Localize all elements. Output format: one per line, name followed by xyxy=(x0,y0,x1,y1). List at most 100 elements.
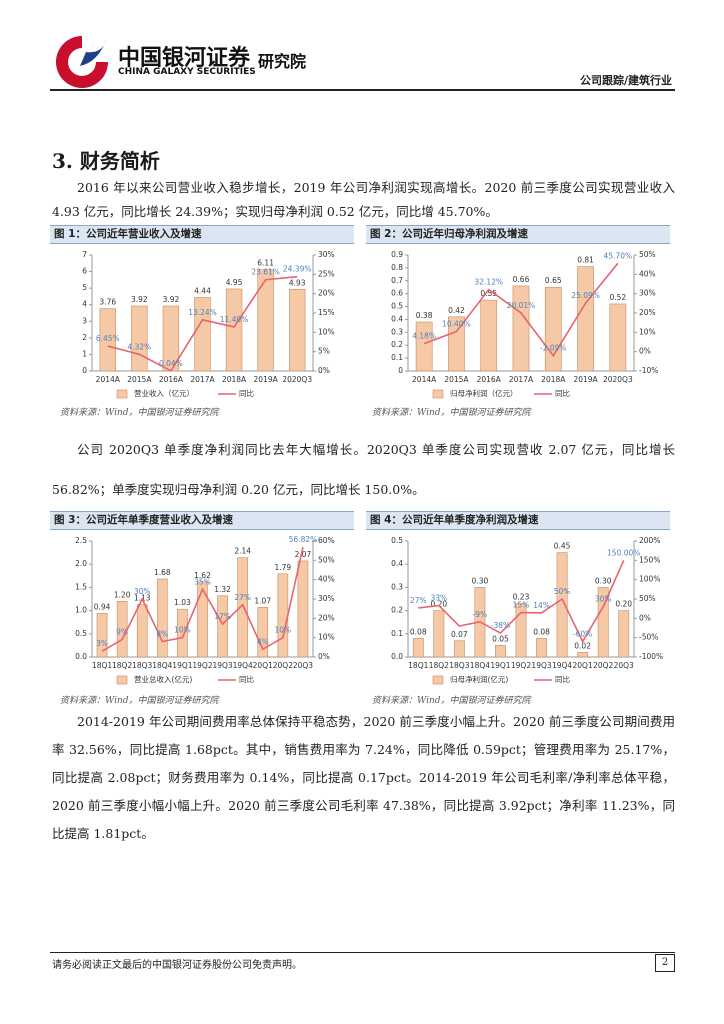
x-tick-label: 19Q1 xyxy=(490,661,510,670)
tick-label: 0.8 xyxy=(391,263,403,272)
x-tick-label: 2018A xyxy=(541,375,566,384)
x-tick-label: 18Q3 xyxy=(449,661,469,670)
legend-label: 归母净利润（亿元） xyxy=(450,388,518,398)
tick-label: 0.0 xyxy=(391,652,403,661)
line-label: 11.40% xyxy=(220,315,249,324)
tick-label: 0.3 xyxy=(391,327,403,336)
legend-label: 营业总收入(亿元) xyxy=(134,674,192,684)
line-label: 4.32% xyxy=(127,342,151,351)
bar xyxy=(415,321,433,372)
line-label: 6.45% xyxy=(96,334,120,343)
line-label: 27% xyxy=(410,596,427,605)
tick-label: 40% xyxy=(318,575,335,584)
tick-label: 6 xyxy=(82,267,87,276)
line-label: 45.70% xyxy=(604,251,633,260)
tick-label: 150% xyxy=(639,555,660,564)
x-tick-label: 2019A xyxy=(254,375,279,384)
bar-label: 0.52 xyxy=(610,293,627,302)
line-label: 17% xyxy=(214,612,231,621)
x-tick-label: 19Q2 xyxy=(511,661,531,670)
x-tick-label: 18Q3 xyxy=(132,661,152,670)
bar xyxy=(448,316,465,372)
tick-label: 0 xyxy=(398,366,403,375)
tick-label: 20% xyxy=(318,289,335,298)
source: 资料来源：Wind，中国银河证券研究院 xyxy=(372,696,531,706)
chart: 0 1 2 3 4 5 6 7 0% 5% 10% 15% 20% 25% 30% 2014A 2015A 201… xyxy=(82,250,335,399)
page-number: 2 xyxy=(655,954,675,972)
source: 资料来源：Wind，中国银河证券研究院 xyxy=(60,408,219,418)
bar-label: 1.20 xyxy=(114,590,131,599)
tick-label: 40% xyxy=(639,269,656,278)
bar-label: 0.81 xyxy=(577,256,594,265)
tick-label: 30% xyxy=(318,250,335,259)
x-tick-label: 20Q2 xyxy=(273,661,293,670)
line xyxy=(107,275,298,372)
logo-mark xyxy=(56,36,108,88)
legend-swatch xyxy=(116,389,128,399)
tick-label: 50% xyxy=(639,594,656,603)
line-label: 20.01% xyxy=(507,301,536,310)
bar xyxy=(618,610,630,658)
bar-label: 1.68 xyxy=(154,568,171,577)
footer-rule xyxy=(50,952,675,953)
section-title: 3. 财务简析 xyxy=(52,149,160,173)
bar-label: 0.65 xyxy=(545,276,562,285)
header-rule xyxy=(50,89,675,91)
tick-label: 2.5 xyxy=(75,536,87,545)
line-label: 10.40% xyxy=(442,320,471,329)
institute: 研究院 xyxy=(258,52,307,71)
tick-label: 15% xyxy=(318,308,335,317)
bar-label: 0.05 xyxy=(492,634,509,643)
line-label: 35% xyxy=(194,577,211,586)
bar xyxy=(556,552,568,658)
tick-label: 0% xyxy=(639,613,651,622)
bar xyxy=(597,587,609,658)
x-tick-label: 2019A xyxy=(573,375,598,384)
tick-label: -10% xyxy=(639,366,658,375)
legend-label: 归母净利润(亿元) xyxy=(450,674,508,684)
x-tick-label: 2018A xyxy=(222,375,247,384)
bar-label: 0.07 xyxy=(451,630,468,639)
bar xyxy=(297,560,309,658)
tick-label: 1.0 xyxy=(75,606,87,615)
legend-swatch xyxy=(432,389,444,399)
bar-label: 0.55 xyxy=(480,289,497,298)
tick-label: 0.7 xyxy=(391,276,403,285)
legend-label: 同比 xyxy=(555,388,570,398)
bar xyxy=(515,603,527,658)
line-label: 23.61% xyxy=(251,268,280,277)
tick-label: 0.4 xyxy=(391,314,403,323)
tick-label: 0.2 xyxy=(391,606,403,615)
x-tick-label: 20Q3 xyxy=(293,661,313,670)
chart: 0.0 0.1 0.2 0.3 0.4 0.5 -100% -50% 0% 50% 100% 150%… xyxy=(391,536,663,685)
tick-label: 0.1 xyxy=(391,629,403,638)
x-tick-label: 18Q2 xyxy=(112,661,132,670)
tick-label: 0.4 xyxy=(391,559,403,568)
source: 资料来源：Wind，中国银河证券研究院 xyxy=(372,408,531,418)
bar xyxy=(131,305,148,372)
bar xyxy=(536,638,547,658)
x-tick-label: 18Q1 xyxy=(92,661,112,670)
tick-label: 20% xyxy=(639,308,656,317)
logo-cn: 中国银河证券 xyxy=(118,46,251,71)
line-label: 8% xyxy=(156,630,168,639)
bar xyxy=(257,607,269,658)
line xyxy=(101,546,304,652)
tick-label: 20% xyxy=(318,613,335,622)
bar xyxy=(177,608,188,658)
paragraph: 公司 2020Q3 单季度净利润同比去年大幅增长。2020Q3 单季度公司实现营… xyxy=(52,442,675,497)
bar-label: 2.07 xyxy=(295,550,312,559)
bar-label: 0.45 xyxy=(554,542,571,551)
line-label: 56.82% xyxy=(289,535,318,544)
x-tick-label: 2014A xyxy=(96,375,121,384)
line xyxy=(423,262,619,358)
legend-label: 同比 xyxy=(239,388,254,398)
line-label: 9% xyxy=(116,628,128,637)
bar xyxy=(99,308,116,372)
bar xyxy=(495,645,506,658)
x-tick-label: 2014A xyxy=(412,375,437,384)
bar xyxy=(96,613,108,658)
line-label: 30% xyxy=(134,587,151,596)
line-label: 3% xyxy=(96,639,108,648)
